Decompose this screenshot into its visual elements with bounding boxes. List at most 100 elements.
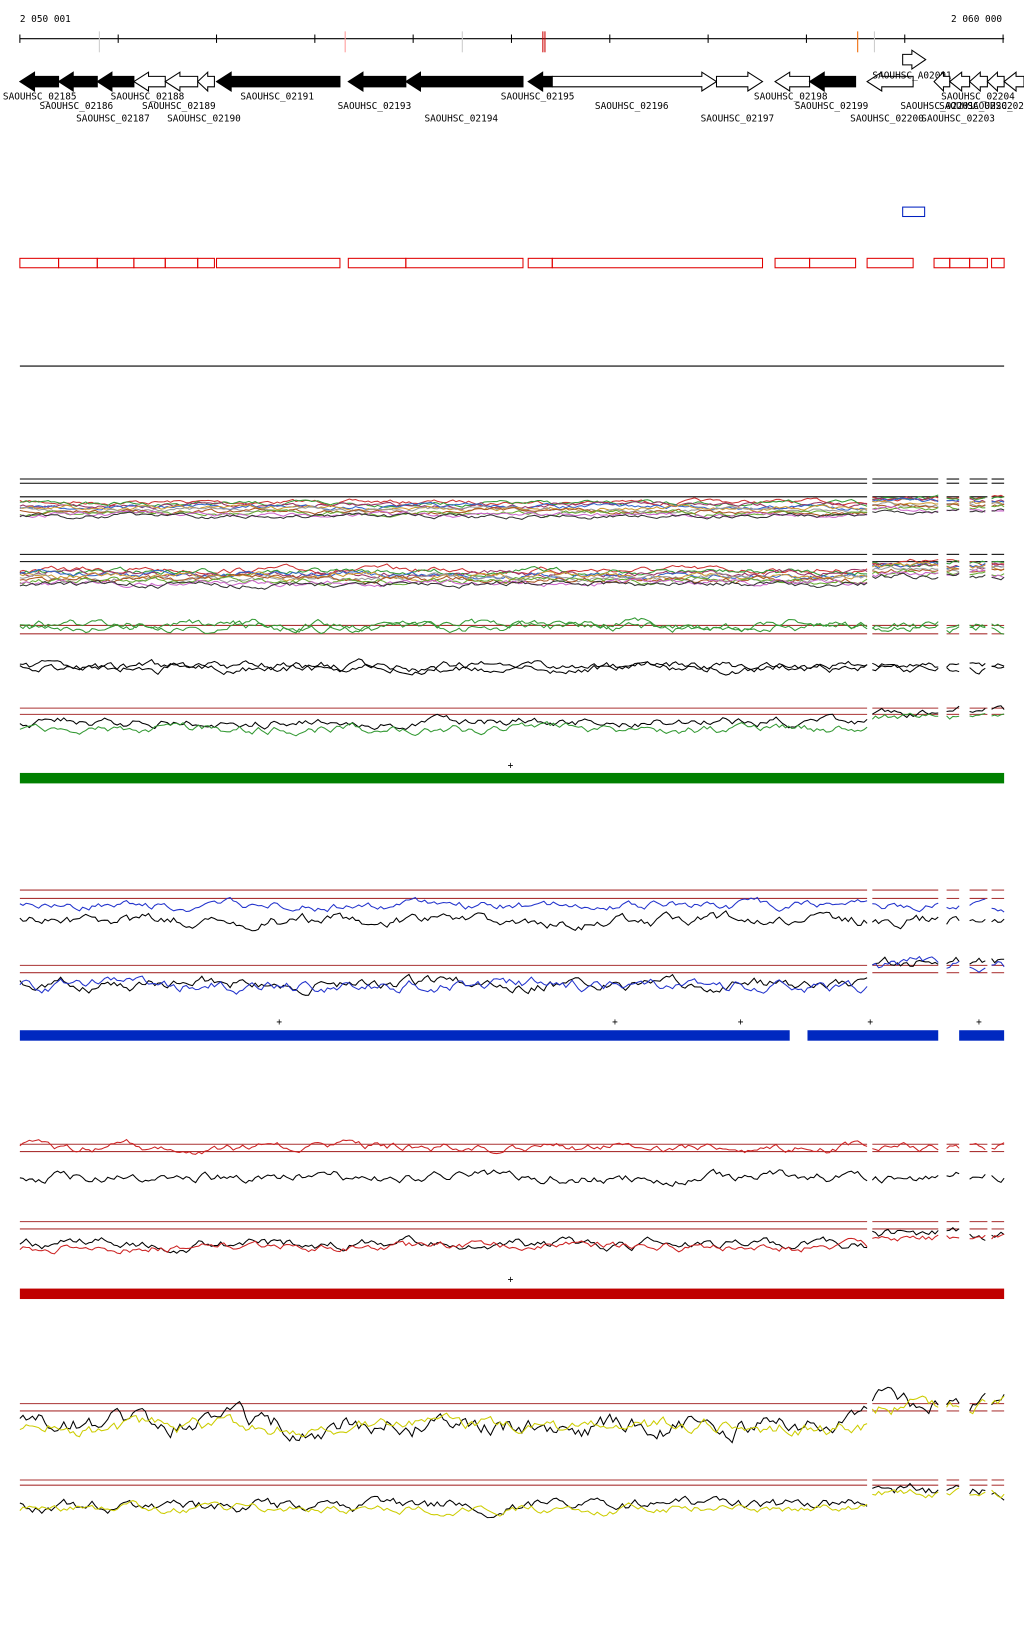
signal-line: [872, 1141, 939, 1153]
signal-line: [969, 574, 986, 579]
signal-line: [946, 503, 960, 507]
signal-line: [969, 509, 986, 513]
signal-line: [872, 621, 939, 633]
coverage-bar: [959, 1030, 1005, 1041]
gene-arrow: [215, 71, 341, 92]
signal-line: [969, 662, 986, 667]
signal-line: [19, 1400, 868, 1444]
signal-line: [19, 658, 868, 676]
gene-label: SAOUHSC_02194: [424, 113, 498, 124]
signal-line: [872, 1482, 939, 1494]
signal-line: [969, 571, 986, 576]
signal-line: [991, 663, 1005, 667]
signal-line: [991, 576, 1005, 581]
signal-line: [19, 713, 868, 731]
gene-label: SAOUHSC_02187: [76, 113, 150, 124]
signal-line: [19, 661, 868, 676]
signal-line: [991, 1395, 1005, 1405]
gene-arrow: [948, 71, 971, 93]
signal-line: [946, 1401, 960, 1408]
annotation-box: [58, 257, 98, 269]
signal-line: [872, 497, 939, 503]
signal-line: [871, 712, 939, 720]
signal-line: [946, 564, 960, 569]
signal-line: [991, 502, 1005, 505]
annotation-box: [164, 257, 199, 269]
signal-line: [946, 715, 960, 720]
signal-line: [19, 973, 868, 996]
gene-arrow: [968, 71, 988, 93]
signal-line: [991, 1175, 1005, 1184]
gene-arrow: [808, 71, 857, 92]
gene-label: SAOUHSC_02205: [967, 101, 1024, 112]
annotation-box: [991, 257, 1005, 269]
signal-line: [969, 1142, 986, 1151]
signal-line: [946, 960, 960, 969]
signal-line: [19, 504, 868, 514]
signal-line: [969, 564, 986, 569]
gene-arrow: [196, 70, 215, 93]
signal-line: [969, 957, 986, 965]
annotation-box: [527, 257, 553, 269]
signal-line: [872, 1234, 939, 1242]
gene-arrow: [347, 71, 407, 92]
annotation-box: [96, 257, 135, 269]
signal-line: [969, 1233, 986, 1241]
signal-line: [19, 617, 868, 633]
signal-line: [871, 1395, 939, 1416]
annotation-box: [215, 257, 341, 269]
signal-line: [946, 566, 960, 570]
signal-line: [969, 707, 986, 713]
signal-line: [946, 705, 960, 713]
signal-line: [871, 1386, 939, 1415]
gene-label: SAOUHSC_02198: [754, 91, 828, 102]
signal-line: [991, 958, 1005, 964]
signal-line: [991, 623, 1005, 629]
gene-arrow: [132, 71, 166, 92]
signal-line: [19, 506, 868, 517]
signal-line: [946, 559, 960, 565]
signal-line: [991, 907, 1005, 913]
gene-arrow: [986, 70, 1005, 93]
signal-line: [969, 566, 986, 571]
gene-arrow: [551, 71, 718, 92]
signal-line: [946, 571, 960, 576]
gene-label: SAOUHSC_A02091: [872, 70, 952, 81]
signal-line: [872, 500, 939, 505]
signal-line: [991, 961, 1005, 968]
gene-arrow: [902, 49, 927, 71]
gene-label: SAOUHSC_02201: [900, 101, 974, 112]
signal-line: [19, 975, 868, 995]
gene-label: SAOUHSC_02190: [167, 113, 241, 124]
signal-line: [872, 1228, 939, 1237]
signal-line: [946, 663, 960, 668]
annotation-box: [133, 257, 166, 269]
marker: +: [508, 1274, 514, 1285]
signal-line: [946, 508, 960, 512]
signal-line: [969, 1174, 986, 1180]
marker: +: [738, 1017, 744, 1028]
signal-line: [19, 1500, 868, 1517]
signal-line: [969, 569, 986, 573]
signal-line: [991, 713, 1005, 717]
signal-line: [946, 1235, 960, 1240]
signal-line: [991, 565, 1005, 569]
signal-line: [872, 662, 939, 673]
marker: +: [612, 1017, 618, 1028]
coverage-bar: [807, 1030, 939, 1041]
coverage-bar: [19, 1288, 1005, 1300]
signal-line: [991, 665, 1005, 669]
signal-line: [969, 1488, 986, 1496]
signal-line: [946, 568, 960, 572]
marker: +: [508, 761, 514, 772]
signal-line: [19, 1168, 868, 1187]
signal-line: [946, 667, 960, 673]
gene-label: SAOUHSC_02186: [40, 101, 114, 112]
signal-line: [19, 1495, 868, 1519]
gene-label: SAOUHSC_02200: [850, 113, 924, 124]
signal-line: [969, 1392, 986, 1411]
signal-line: [969, 667, 986, 675]
marker: +: [276, 1017, 282, 1028]
annotation-box: [866, 257, 914, 269]
signal-line: [991, 627, 1005, 635]
